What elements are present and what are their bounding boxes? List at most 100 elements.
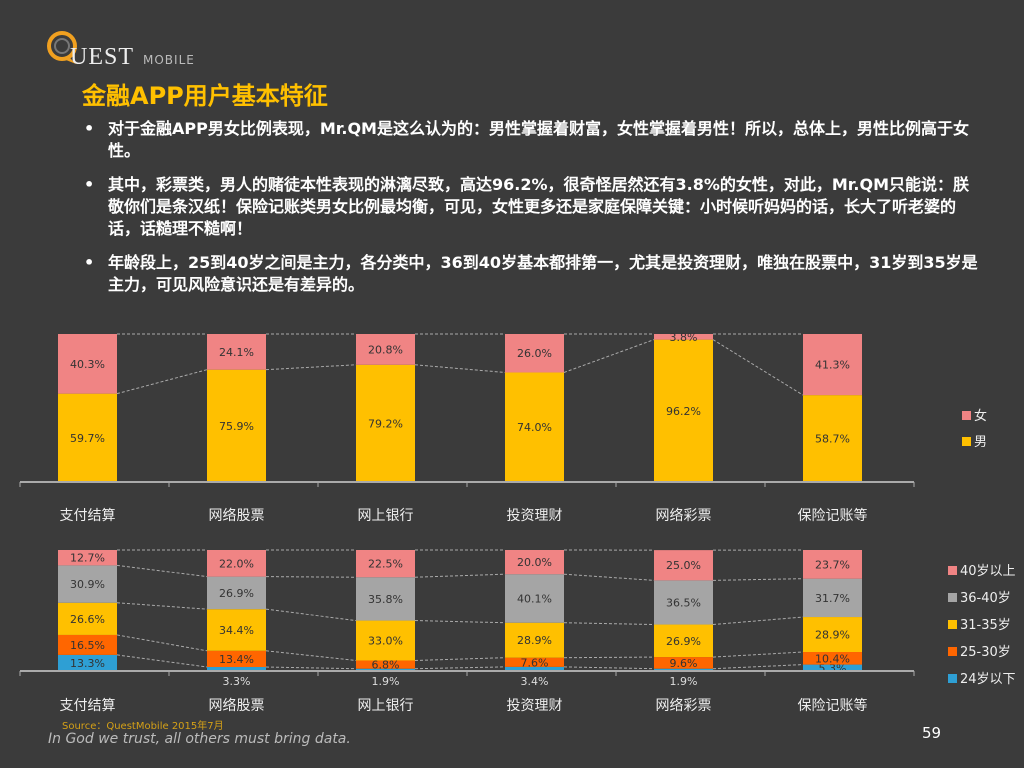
legend-swatch: [962, 411, 971, 420]
data-label: 30.9%: [70, 578, 105, 591]
bar-31-35岁-网络股票: [207, 609, 266, 651]
bar-40岁以上-网络彩票: [654, 550, 713, 581]
connector-line: [265, 364, 357, 371]
category-label: 投资理财: [507, 508, 563, 524]
bar-40岁以上-支付结算: [58, 550, 117, 566]
bar-36-40岁-网络彩票: [654, 580, 713, 625]
category-label: 网络彩票: [656, 698, 712, 714]
connector-line: [563, 656, 655, 659]
category-label: 网络股票: [209, 508, 265, 524]
data-label: 16.5%: [70, 639, 105, 652]
bar-24岁以下-支付结算: [58, 654, 117, 671]
data-label: 36.5%: [666, 596, 701, 609]
data-label: 20.8%: [368, 343, 403, 356]
data-label: 26.0%: [517, 347, 552, 360]
category-label: 网络股票: [209, 698, 265, 714]
bar-女-支付结算: [58, 334, 117, 394]
page-title: 金融APP用户基本特征: [82, 82, 328, 110]
connector-line: [414, 364, 506, 373]
connector-line: [563, 573, 655, 581]
bar-男-保险记账等: [803, 395, 862, 482]
chart-0: 59.7% 40.3% 支付结算 75.9% 24.1% 网络股票 79.2% 20.8% 网上…: [19, 331, 987, 524]
data-label: 40.1%: [517, 592, 552, 605]
connector-line: [116, 634, 208, 652]
data-label: 59.7%: [70, 432, 105, 445]
category-label: 投资理财: [507, 698, 563, 714]
connector-line: [265, 650, 357, 661]
data-label: 12.7%: [70, 552, 105, 565]
connector-line: [116, 564, 208, 578]
bar-女-保险记账等: [803, 334, 862, 396]
data-label: 3.8%: [670, 331, 698, 344]
bar-40岁以上-投资理财: [505, 550, 564, 575]
bar-男-网络彩票: [654, 339, 713, 482]
data-label: 22.5%: [368, 558, 403, 571]
logo-text: UEST: [70, 44, 134, 70]
bar-24岁以下-网络股票: [207, 667, 266, 671]
legend-swatch: [948, 620, 957, 629]
bar-男-投资理财: [505, 372, 564, 482]
data-label: 26.9%: [219, 587, 254, 600]
bar-女-网络股票: [207, 334, 266, 370]
data-label: 28.9%: [815, 629, 850, 642]
connector-line: [414, 657, 506, 661]
connector-line: [563, 339, 655, 373]
data-label: 25.0%: [666, 559, 701, 572]
data-label: 74.0%: [517, 421, 552, 434]
source-note: Source：QuestMobile 2015年7月: [62, 721, 224, 732]
data-label: 20.0%: [517, 556, 552, 569]
category-label: 支付结算: [60, 508, 116, 524]
bar-40岁以上-网络股票: [207, 550, 266, 577]
bar-女-网络彩票: [654, 334, 713, 340]
connector-line: [712, 664, 804, 670]
connector-line: [265, 666, 357, 670]
data-label: 23.7%: [815, 558, 850, 571]
data-label: 9.6%: [670, 657, 698, 670]
data-label: 1.9%: [670, 675, 698, 688]
connector-line: [265, 608, 357, 622]
data-label: 10.4%: [815, 652, 850, 665]
bar-31-35岁-网络彩票: [654, 624, 713, 658]
legend-swatch: [948, 593, 957, 602]
bar-31-35岁-网上银行: [356, 620, 415, 661]
data-label: 3.4%: [521, 675, 549, 688]
connector-line: [116, 602, 208, 610]
data-label: 26.9%: [666, 635, 701, 648]
motto: In God we trust, all others must bring d…: [48, 731, 351, 747]
legend-label: 24岁以下: [960, 672, 1016, 687]
legend-swatch: [948, 674, 957, 683]
bar-31-35岁-支付结算: [58, 602, 117, 635]
category-label: 保险记账等: [798, 507, 868, 524]
data-label: 31.7%: [815, 592, 850, 605]
bar-31-35岁-保险记账等: [803, 617, 862, 653]
logo-subtext: MOBILE: [143, 53, 195, 67]
bar-女-网上银行: [356, 334, 415, 365]
data-label: 3.3%: [223, 675, 251, 688]
data-label: 33.0%: [368, 635, 403, 648]
connector-line: [414, 620, 506, 624]
data-label: 13.3%: [70, 657, 105, 670]
legend-swatch: [948, 566, 957, 575]
data-label: 41.3%: [815, 359, 850, 372]
data-label: 58.7%: [815, 433, 850, 446]
bar-36-40岁-网上银行: [356, 577, 415, 621]
connector-line: [414, 666, 506, 670]
category-label: 网上银行: [358, 508, 414, 524]
data-label: 7.6%: [521, 656, 549, 669]
quest-mobile-logo-icon: [47, 31, 77, 64]
data-label: 28.9%: [517, 634, 552, 647]
connector-line: [563, 666, 655, 670]
data-label: 13.4%: [219, 653, 254, 666]
bar-25-30岁-网络股票: [207, 650, 266, 668]
bullet-item: 年龄段上，25到40岁之间是主力，各分类中，36到40岁基本都排第一，尤其是投资…: [80, 252, 980, 296]
connector-line: [563, 622, 655, 626]
bar-36-40岁-投资理财: [505, 574, 564, 623]
bullet-item: 其中，彩票类，男人的赌徒本性表现的淋漓尽致，高达96.2%，很奇怪居然还有3.8…: [80, 174, 980, 240]
data-label: 1.9%: [372, 675, 400, 688]
bar-25-30岁-网上银行: [356, 660, 415, 669]
legend-label: 36-40岁: [960, 591, 1011, 606]
data-label: 22.0%: [219, 557, 254, 570]
bar-男-网上银行: [356, 364, 415, 482]
bar-25-30岁-支付结算: [58, 634, 117, 655]
